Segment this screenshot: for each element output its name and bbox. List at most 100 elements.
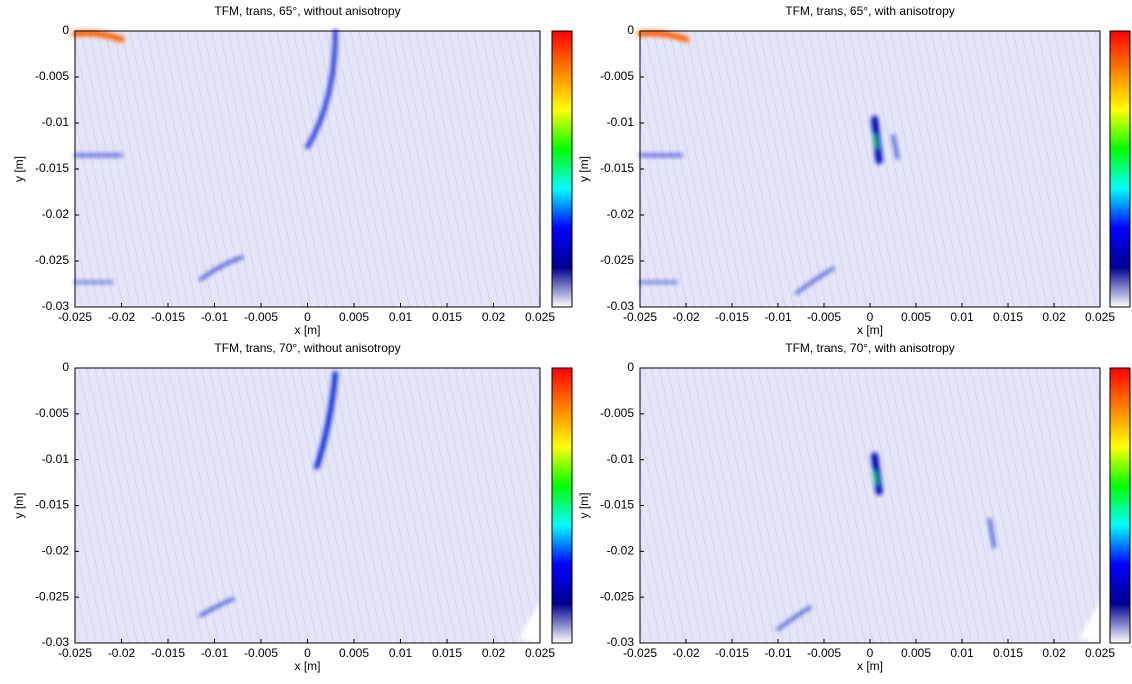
x-tick-label: -0.02 (108, 646, 136, 660)
x-tick-label: -0.005 (244, 646, 278, 660)
x-tick-label: -0.015 (151, 310, 185, 324)
image-background (75, 31, 540, 307)
x-axis-label: x [m] (295, 659, 321, 673)
colorbar (1109, 367, 1131, 644)
y-tick-label: 0 (62, 360, 69, 374)
x-tick-label: 0.025 (1085, 310, 1115, 324)
image-feature (72, 30, 125, 43)
image-feature (637, 30, 689, 43)
x-tick-label: -0.015 (715, 646, 749, 660)
x-tick-label: -0.02 (672, 310, 700, 324)
y-tick-label: -0.03 (42, 635, 70, 649)
y-tick-label: -0.015 (35, 161, 69, 175)
image-feature (873, 471, 879, 485)
image-background (640, 31, 1100, 307)
y-tick-label: 0 (627, 360, 634, 374)
y-tick-label: -0.015 (35, 498, 69, 512)
y-tick-label: -0.005 (600, 69, 634, 83)
colorbar (551, 367, 573, 644)
image-background (640, 368, 1100, 643)
plot-title: TFM, trans, 65°, with anisotropy (785, 4, 955, 18)
x-tick-label: 0.015 (432, 310, 462, 324)
x-tick-label: -0.01 (764, 646, 792, 660)
x-tick-label: -0.02 (108, 310, 136, 324)
x-tick-label: 0.01 (950, 310, 974, 324)
x-tick-label: 0.02 (482, 310, 506, 324)
image-feature (891, 134, 900, 160)
x-tick-label: -0.005 (244, 310, 278, 324)
x-tick-label: 0.01 (950, 646, 974, 660)
x-tick-label: 0.005 (339, 646, 369, 660)
x-tick-label: 0.015 (993, 646, 1023, 660)
image-features (637, 30, 900, 295)
image-background (75, 368, 540, 643)
y-tick-label: -0.005 (35, 69, 69, 83)
x-tick-label: -0.01 (764, 310, 792, 324)
x-tick-label: 0.01 (389, 646, 413, 660)
y-tick-label: -0.015 (600, 161, 634, 175)
image-feature (199, 255, 244, 281)
x-tick-label: 0 (304, 310, 311, 324)
x-tick-label: 0.005 (901, 646, 931, 660)
x-tick-label: -0.015 (151, 646, 185, 660)
x-tick-label: -0.015 (715, 310, 749, 324)
y-tick-label: -0.01 (42, 115, 70, 129)
image-feature (794, 266, 835, 295)
x-tick-label: -0.02 (672, 646, 700, 660)
colorbar (1109, 30, 1131, 308)
x-axis-label: x [m] (295, 323, 321, 337)
x-tick-label: -0.005 (807, 310, 841, 324)
y-tick-label: -0.01 (607, 115, 635, 129)
image-features (199, 371, 542, 646)
y-tick-label: -0.005 (600, 406, 634, 420)
y-tick-label: -0.03 (607, 299, 635, 313)
x-tick-label: -0.025 (623, 646, 657, 660)
x-tick-label: 0.005 (339, 310, 369, 324)
x-tick-label: 0.025 (525, 646, 555, 660)
image-feature (988, 517, 996, 549)
x-tick-label: 0.025 (525, 310, 555, 324)
image-features (72, 29, 338, 284)
image-feature (871, 452, 883, 496)
image-feature (314, 371, 338, 470)
y-tick-label: 0 (627, 23, 634, 37)
image-feature (305, 29, 338, 149)
y-tick-label: -0.025 (600, 589, 634, 603)
x-tick-label: -0.01 (201, 646, 229, 660)
y-tick-label: -0.005 (35, 406, 69, 420)
x-tick-label: -0.01 (201, 310, 229, 324)
x-axis-label: x [m] (857, 659, 883, 673)
image-feature (873, 134, 879, 149)
image-feature (199, 597, 235, 617)
y-axis-label: y [m] (12, 493, 26, 519)
x-tick-label: -0.005 (807, 646, 841, 660)
y-tick-label: -0.02 (607, 544, 635, 558)
x-tick-label: 0.015 (993, 310, 1023, 324)
x-tick-label: 0.02 (482, 646, 506, 660)
image-feature (776, 605, 812, 631)
x-tick-label: 0 (304, 646, 311, 660)
x-tick-label: -0.025 (58, 646, 92, 660)
x-tick-label: 0.02 (1042, 646, 1066, 660)
colorbar (551, 30, 573, 308)
y-axis-label: y [m] (577, 156, 591, 182)
plot-title: TFM, trans, 70°, without anisotropy (214, 341, 400, 355)
y-tick-label: -0.03 (607, 635, 635, 649)
y-tick-label: -0.015 (600, 498, 634, 512)
x-tick-label: 0.01 (389, 310, 413, 324)
y-tick-label: -0.01 (607, 452, 635, 466)
y-tick-label: -0.02 (42, 207, 70, 221)
x-axis-label: x [m] (857, 323, 883, 337)
x-tick-label: -0.025 (623, 310, 657, 324)
y-axis-label: y [m] (12, 156, 26, 182)
y-tick-label: -0.02 (42, 544, 70, 558)
y-tick-label: -0.02 (607, 207, 635, 221)
y-tick-label: -0.03 (42, 299, 70, 313)
y-tick-label: -0.025 (35, 253, 69, 267)
y-tick-label: -0.025 (35, 589, 69, 603)
y-tick-label: -0.025 (600, 253, 634, 267)
y-tick-label: 0 (62, 23, 69, 37)
x-tick-label: -0.025 (58, 310, 92, 324)
y-tick-label: -0.01 (42, 452, 70, 466)
